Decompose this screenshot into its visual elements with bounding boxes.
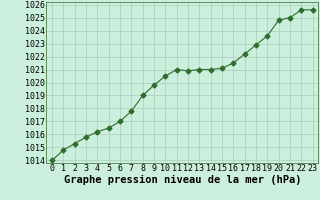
X-axis label: Graphe pression niveau de la mer (hPa): Graphe pression niveau de la mer (hPa) — [64, 175, 301, 185]
